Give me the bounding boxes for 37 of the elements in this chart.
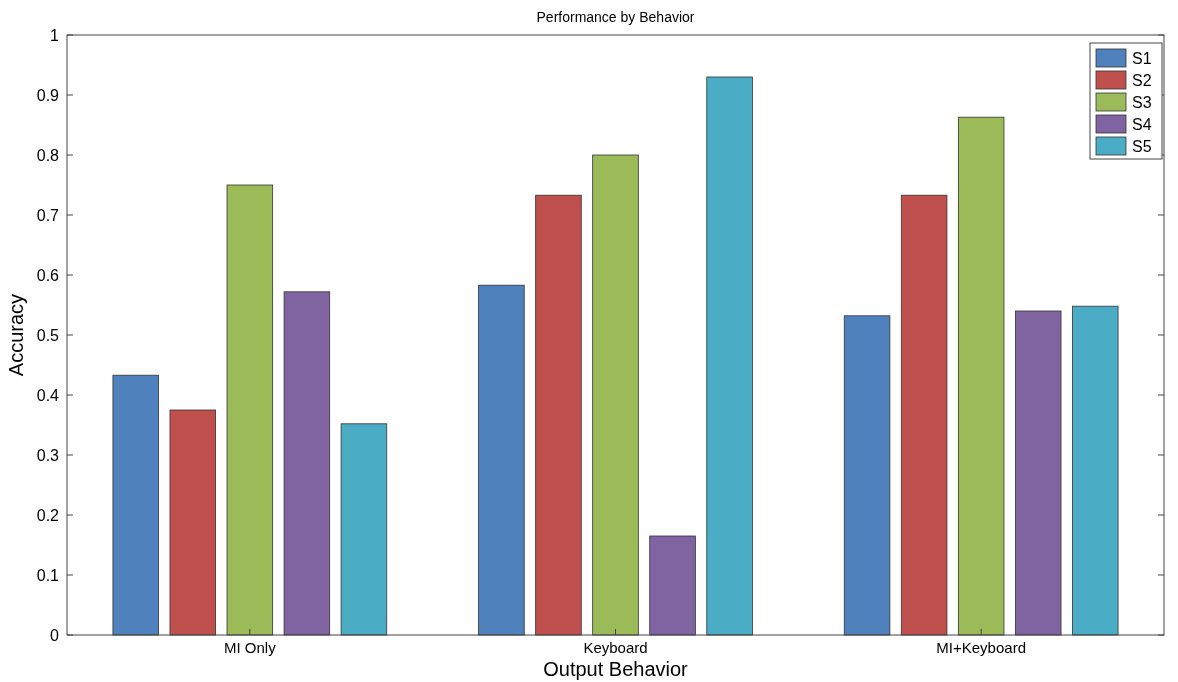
y-tick-label: 0.4 — [36, 386, 60, 404]
bar — [1072, 305, 1119, 636]
bar — [592, 154, 639, 636]
legend-label: S5 — [1132, 137, 1152, 155]
y-tick-label: 0.9 — [36, 86, 60, 104]
legend-label: S4 — [1132, 115, 1152, 133]
y-tick-label: 1 — [50, 26, 60, 44]
y-tick-label: 0.3 — [36, 446, 60, 464]
y-axis-title: Accuracy — [5, 293, 27, 377]
y-tick-label: 0.6 — [36, 266, 60, 284]
x-axis-title: Output Behavior — [543, 658, 689, 680]
bar — [843, 315, 891, 636]
x-tick-label: Keyboard — [583, 639, 648, 656]
bar — [169, 409, 217, 636]
y-tick-label: 0.2 — [36, 506, 60, 524]
bar — [283, 291, 331, 636]
legend-label: S3 — [1132, 93, 1152, 111]
legend-label: S2 — [1132, 71, 1152, 89]
bar — [957, 116, 1005, 636]
y-tick-label: 0 — [50, 626, 60, 644]
x-tick-label: MI Only — [223, 639, 277, 656]
y-tick-label: 0.7 — [36, 206, 60, 224]
bar — [649, 535, 696, 636]
y-tick-label: 0.8 — [36, 146, 60, 164]
bar — [1014, 310, 1062, 636]
bar — [340, 423, 388, 636]
x-tick-label: MI+Keyboard — [936, 639, 1026, 656]
legend-label: S1 — [1132, 49, 1152, 67]
chart-title: Performance by Behavior — [536, 9, 695, 25]
bar — [478, 284, 525, 636]
y-tick-label: 0.1 — [36, 566, 60, 584]
y-tick-label: 0.5 — [36, 326, 60, 344]
bar — [226, 184, 274, 636]
bar — [900, 194, 948, 636]
bar — [706, 76, 753, 636]
bar — [535, 194, 582, 636]
bar — [112, 374, 159, 636]
